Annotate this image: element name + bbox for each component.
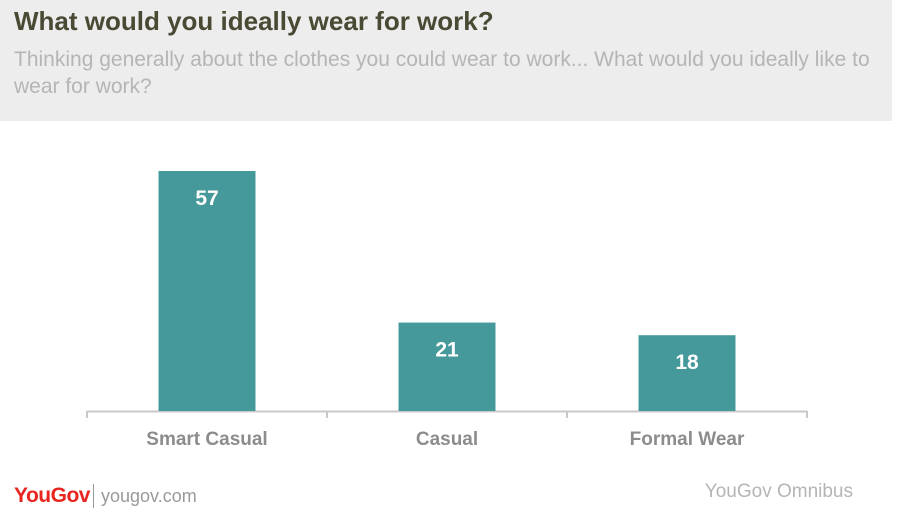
bar-value-label: 21 [435,339,459,362]
chart-subtitle: Thinking generally about the clothes you… [14,48,870,98]
bar [638,335,736,411]
chart-title: What would you ideally wear for work? [14,6,494,36]
category-label: Formal Wear [630,429,745,450]
bar-value-label: 57 [195,187,218,210]
category-label: Casual [416,429,478,450]
bar [398,322,496,411]
bar-chart: 57 Smart Casual 21 Casual 18 Formal Wear [86,171,808,450]
footer-site-link[interactable]: yougov.com [101,486,197,506]
chart-header: What would you ideally wear for work? Th… [0,0,892,121]
bar [158,171,256,411]
footer-source: YouGov Omnibus [704,481,853,502]
category-label: Smart Casual [146,429,267,450]
yougov-logo: YouGov [14,484,90,507]
bar-value-label: 18 [675,351,699,374]
footer-divider [93,484,94,508]
